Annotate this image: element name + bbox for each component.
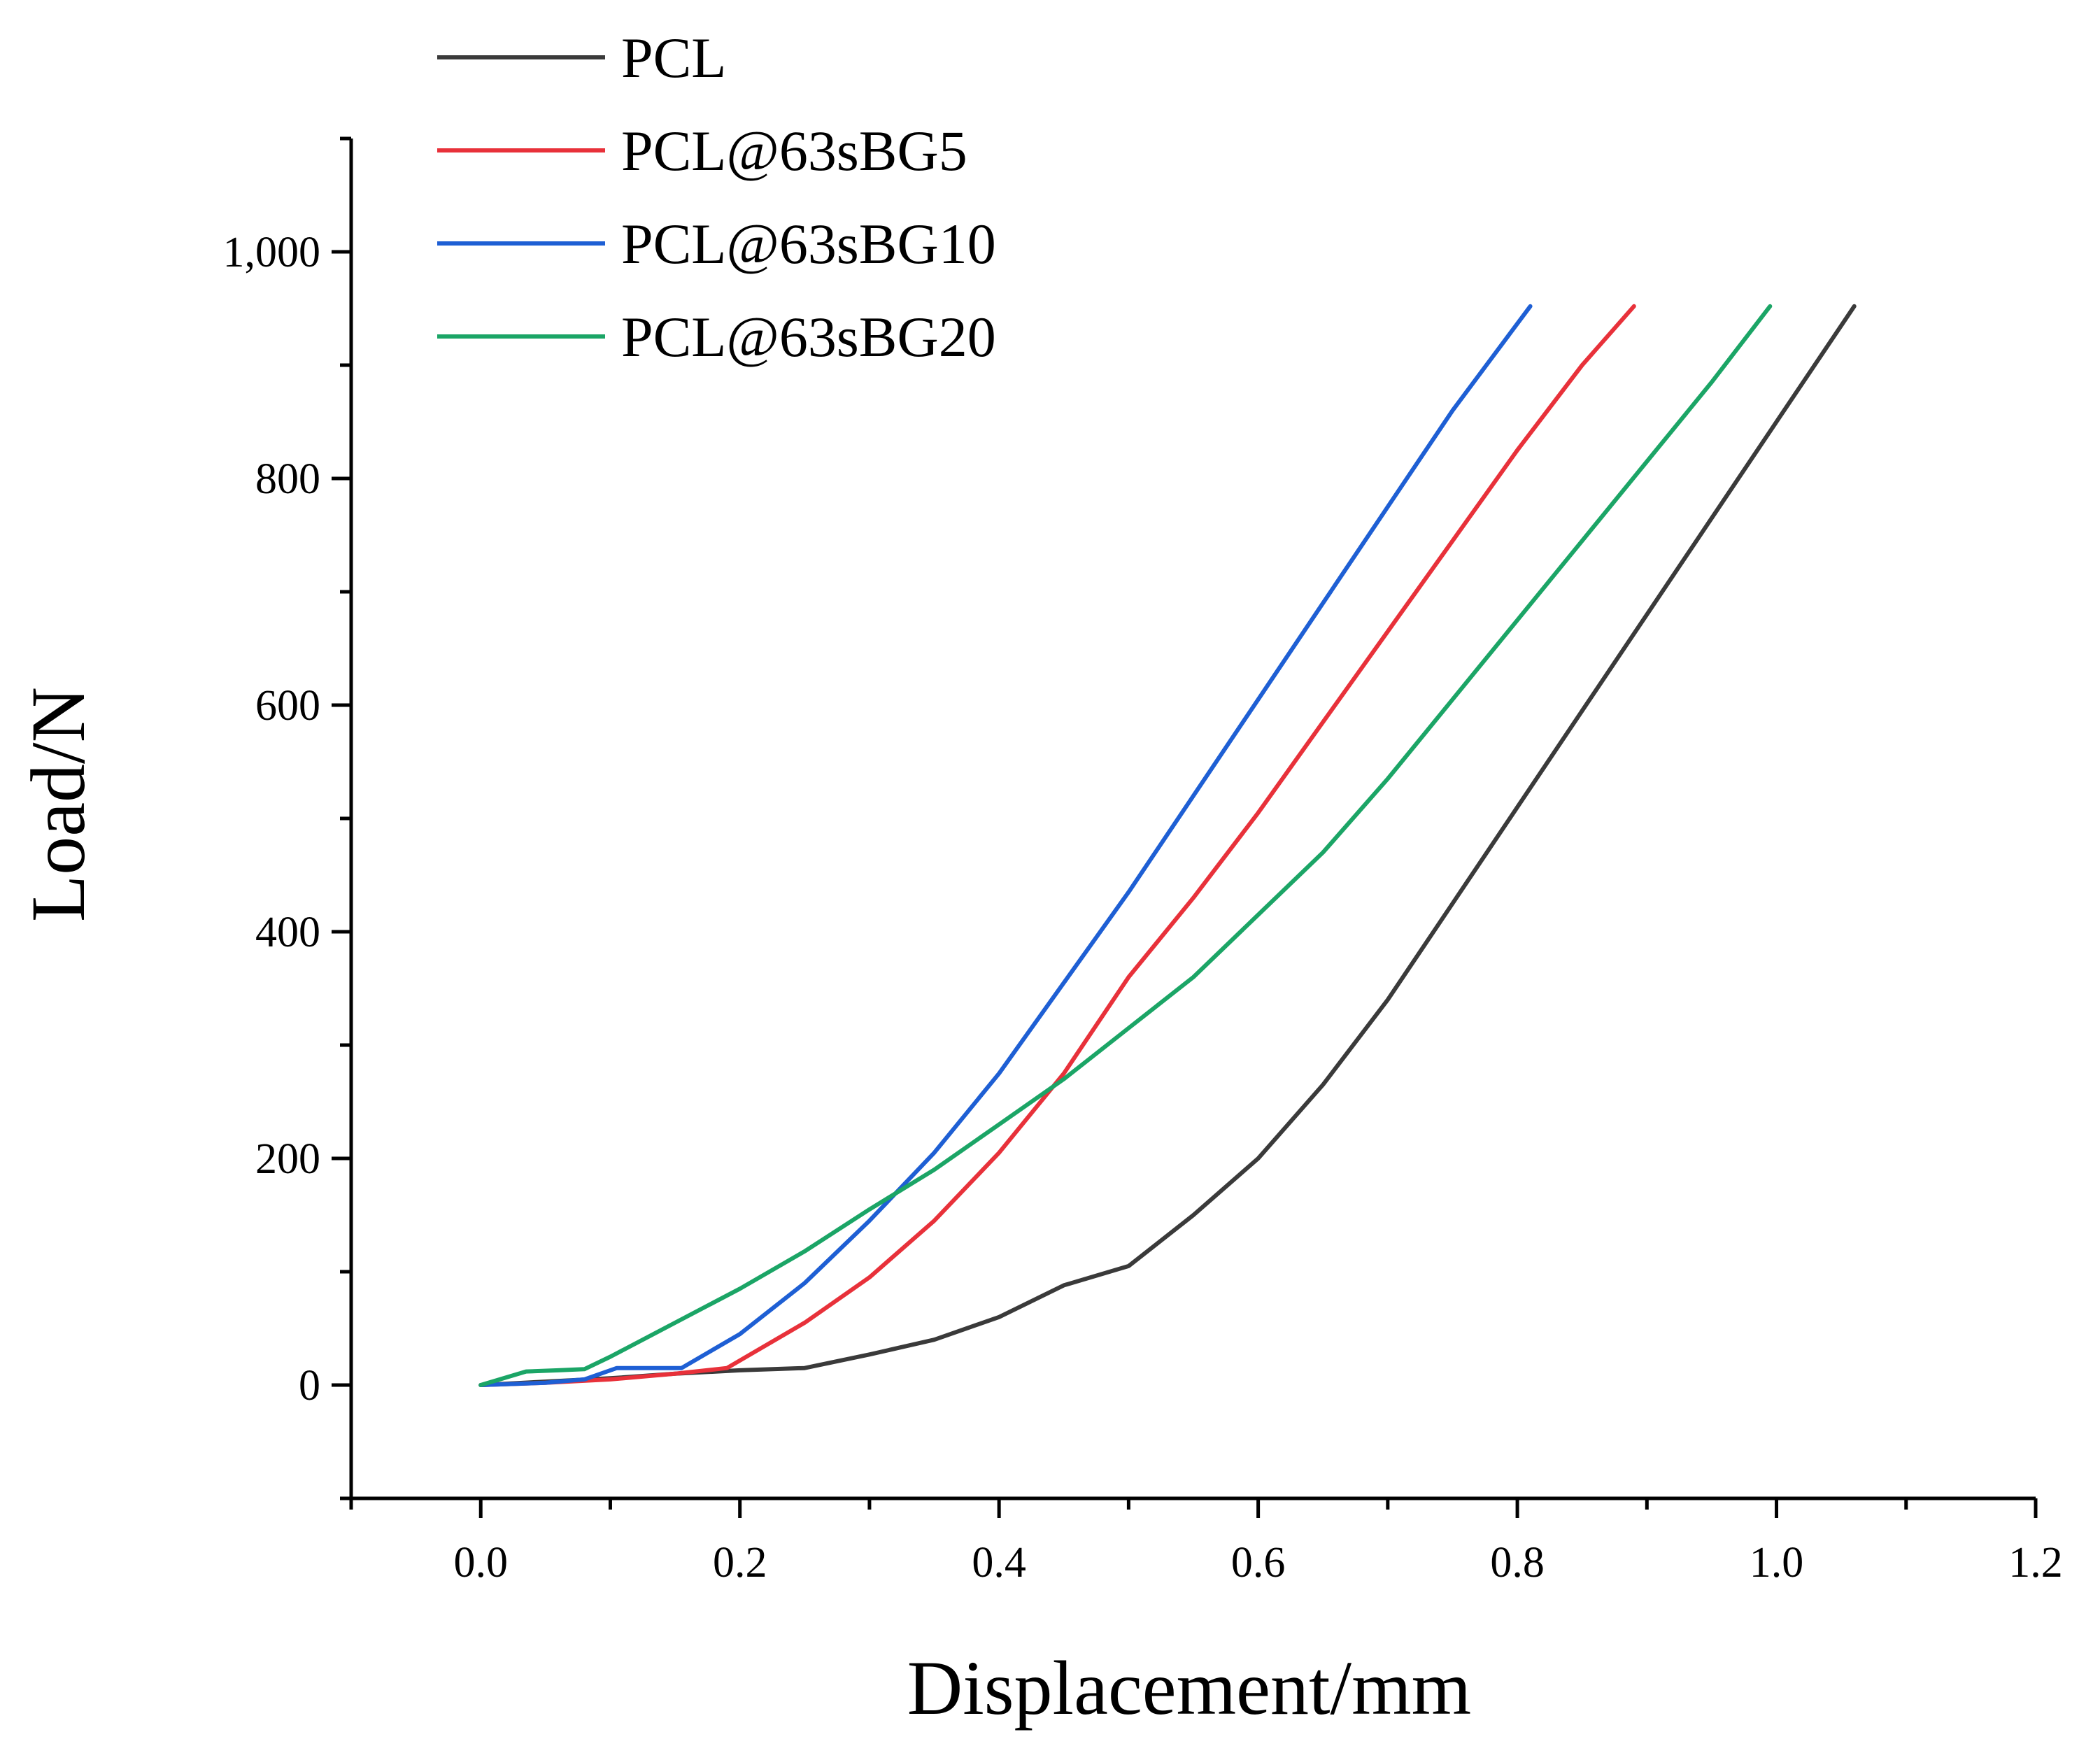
x-tick-label: 1.0 bbox=[1750, 1539, 1804, 1587]
legend-label-0: PCL bbox=[621, 26, 726, 90]
y-axis-title: Load/N bbox=[15, 687, 101, 922]
axis-ticks: 0.0 0.2 0.4 0.6 0.8 1.0 1.2 0 200 400 600 800 1,000 bbox=[223, 136, 2063, 1587]
y-tick-label: 600 bbox=[255, 682, 320, 730]
series-line-1 bbox=[478, 304, 1636, 1387]
x-tick-label: 0.4 bbox=[972, 1539, 1026, 1587]
series-line-2 bbox=[478, 304, 1533, 1387]
legend: PCL PCL@63sBG5 PCL@63sBG10 PCL@63sBG20 bbox=[437, 26, 996, 369]
x-tick-label: 0.8 bbox=[1490, 1539, 1545, 1587]
legend-label-3: PCL@63sBG20 bbox=[621, 305, 996, 369]
x-tick-label: 1.2 bbox=[2008, 1539, 2063, 1587]
legend-label-1: PCL@63sBG5 bbox=[621, 119, 967, 183]
series-line-3 bbox=[478, 304, 1773, 1387]
x-tick-label: 0.0 bbox=[453, 1539, 508, 1587]
y-tick-label: 800 bbox=[255, 455, 320, 503]
x-axis-title: Displacement/mm bbox=[907, 1645, 1471, 1731]
y-tick-label: 400 bbox=[255, 909, 320, 956]
y-tick-label: 0 bbox=[299, 1362, 320, 1410]
legend-label-2: PCL@63sBG10 bbox=[621, 212, 996, 276]
y-tick-label: 200 bbox=[255, 1135, 320, 1183]
x-tick-label: 0.6 bbox=[1231, 1539, 1286, 1587]
x-tick-label: 0.2 bbox=[713, 1539, 767, 1587]
y-tick-label: 1,000 bbox=[223, 229, 321, 276]
axes bbox=[349, 139, 2036, 1500]
series-line-0 bbox=[478, 304, 1857, 1387]
series-lines bbox=[478, 304, 1857, 1387]
